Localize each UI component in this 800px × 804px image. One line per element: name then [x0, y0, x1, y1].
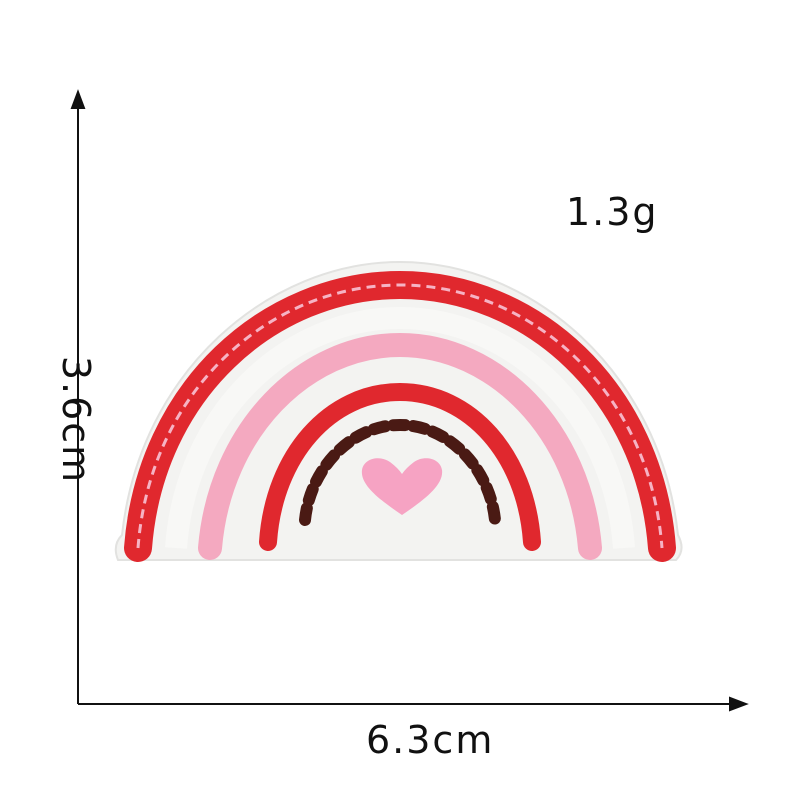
white-arc [165, 306, 635, 549]
height-label: 3.6cm [54, 355, 99, 485]
brown-dash-arc [299, 418, 501, 526]
rainbow-patch-icon [114, 260, 683, 562]
y-axis-arrow-icon [70, 89, 86, 109]
axes [70, 89, 749, 712]
inner-red-arc [259, 382, 541, 551]
weight-label: 1.3g [566, 190, 659, 234]
width-label: 6.3cm [366, 718, 495, 762]
outer-red-stitch [136, 283, 664, 549]
heart-icon [361, 458, 443, 515]
x-axis-arrow-icon [729, 696, 749, 712]
pink-arc [198, 332, 602, 560]
